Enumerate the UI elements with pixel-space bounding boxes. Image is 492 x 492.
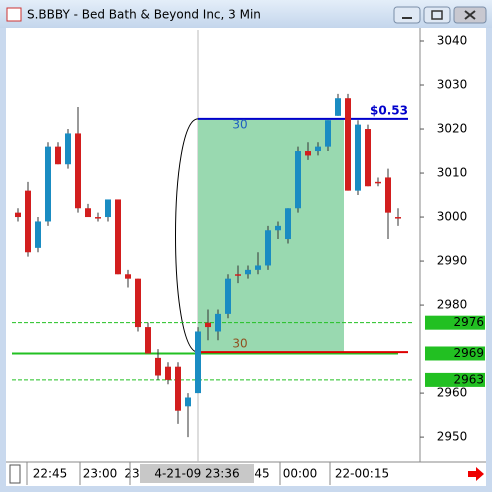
level-tag-label: 2976 [453,315,484,329]
y-tick-label: 3020 [437,122,468,136]
candle-body [235,274,241,276]
entry-qty: 30 [232,337,247,351]
y-tick-label: 2960 [437,386,468,400]
x-tick-label: 22-00:15 [335,467,389,481]
candle-body [245,269,251,275]
y-tick-label: 2950 [437,430,468,444]
candle-body [305,151,311,156]
candle-body [385,177,391,213]
scroll-right-arrow[interactable] [468,467,484,481]
crosshair-label: 4-21-09 23:36 [154,467,239,481]
x-tick-label: 23:00 [83,467,118,481]
candle-body [115,199,121,275]
candle-body [145,327,151,354]
maximize-button[interactable] [423,6,451,24]
level-tag [425,346,485,361]
trade-arc [175,118,199,353]
candle-body [285,208,291,240]
candle-body [55,146,61,165]
candle-body [155,357,161,376]
y-tick-label: 3010 [437,166,468,180]
candle-body [395,217,401,219]
minimize-button[interactable] [393,6,421,24]
candle-body [125,274,131,279]
level-tag [425,372,485,387]
y-tick-label: 3030 [437,78,468,92]
level-tag-label: 2963 [453,372,484,386]
candle-body [65,133,71,165]
candle-body [105,199,111,218]
x-tick-label: 22:45 [33,467,68,481]
window-title: S.BBBY - Bed Bath & Beyond Inc, 3 Min [27,8,261,22]
candle-body [315,146,321,152]
candle-body [35,221,41,248]
candle-body [295,151,301,209]
candle-body [225,278,231,314]
candle-body [25,190,31,253]
candle-body [375,181,381,184]
candle-body [255,265,261,270]
candle-body [135,278,141,328]
x-tick-label: 00:00 [283,467,318,481]
crosshair-tag [140,464,254,483]
candle-body [165,366,171,380]
candle-body [95,217,101,219]
candle-body [365,129,371,187]
candle-body [215,313,221,332]
candle-body [15,212,21,218]
scroll-handle[interactable] [9,464,21,484]
candle-body [85,208,91,218]
candle-body [355,124,361,191]
x-tick-label: 45 [254,467,269,481]
y-tick-label: 2990 [437,254,468,268]
candle-body [345,98,351,191]
candle-body [335,98,341,116]
level-tag-label: 2969 [453,346,484,360]
candle-body [75,133,81,209]
candle-body [185,397,191,407]
profit-label: $0.53 [370,103,408,117]
candle-body [275,225,281,231]
level-tag [425,315,485,330]
candle-body [205,322,211,328]
y-tick-label: 3000 [437,210,468,224]
app-icon [6,7,22,22]
exit-qty: 30 [232,117,247,131]
candle-body [45,146,51,222]
x-tick-label: 23: [124,467,143,481]
y-tick-label: 2980 [437,298,468,312]
candle-body [195,331,201,394]
candle-body [175,366,181,411]
candle-body [265,230,271,266]
candle-body [325,120,331,147]
y-tick-label: 3040 [437,34,468,48]
